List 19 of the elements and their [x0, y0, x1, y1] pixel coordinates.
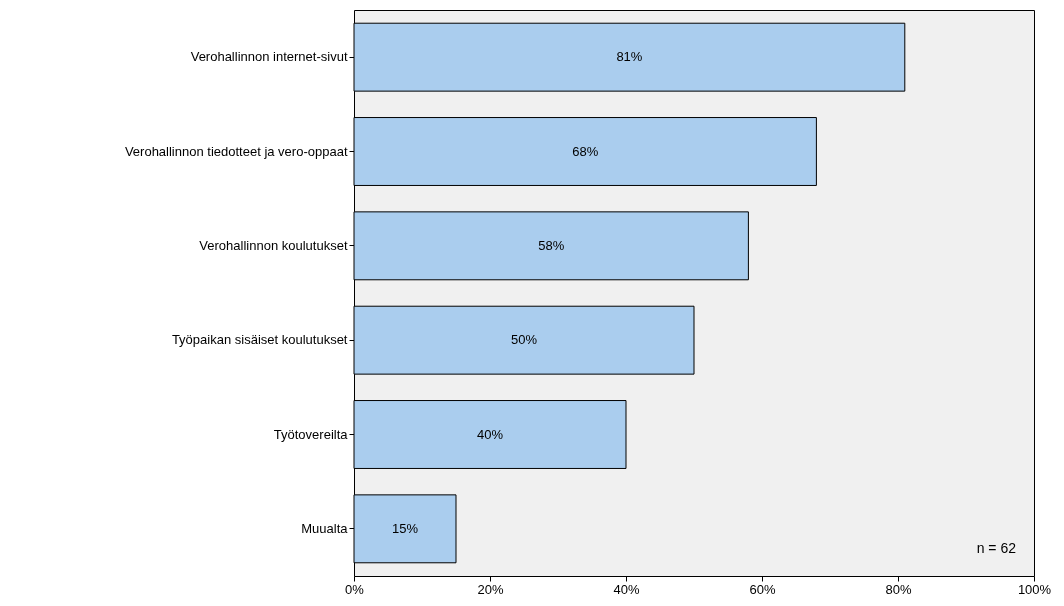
y-tick-label: Verohallinnon tiedotteet ja vero-oppaat: [124, 143, 348, 159]
y-tick-label: Muualta: [301, 520, 349, 536]
data-label: 81%: [616, 49, 643, 65]
x-tick-label: 80%: [885, 581, 912, 597]
data-label: 68%: [572, 143, 599, 159]
y-tick-label: Työtovereilta: [273, 426, 349, 442]
data-label: 40%: [476, 426, 504, 442]
data-label: 15%: [391, 520, 419, 536]
data-label: 58%: [538, 237, 565, 253]
data-label: 50%: [510, 332, 538, 348]
annotation: n = 62: [976, 540, 1017, 556]
x-tick-label: 0%: [345, 581, 365, 597]
x-tick-label: 60%: [749, 581, 776, 597]
x-tick-label: 40%: [613, 581, 640, 597]
y-tick-label: Verohallinnon internet-sivut: [190, 49, 348, 65]
x-tick-label: 20%: [477, 581, 504, 597]
y-tick-label: Verohallinnon koulutukset: [199, 237, 348, 253]
y-tick-label: Työpaikan sisäiset koulutukset: [171, 332, 348, 348]
x-tick-label: 100%: [1017, 581, 1052, 597]
